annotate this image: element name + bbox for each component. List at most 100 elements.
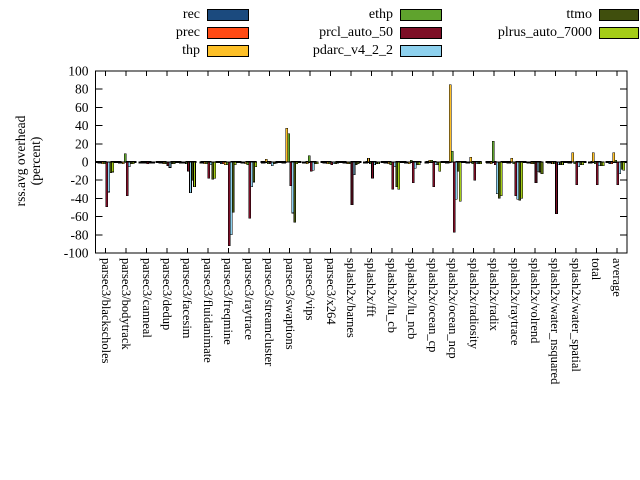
legend-swatch [207,27,249,39]
x-tick-label: parsec3/swaptions [282,258,297,350]
x-tick-label: parsec3/freqmine [221,258,236,345]
bar-ethp [246,161,250,166]
bar-prec [99,161,103,164]
x-tick-label: parsec3/bodytrack [119,258,134,350]
bar-pdarc_v4_2_2 [352,161,356,176]
bar-rec [158,161,162,164]
bar-plrus_auto_7000 [602,161,605,166]
bar-prcl_auto_50 [207,161,211,179]
bar-prcl_auto_50 [555,161,558,215]
legend-swatch [400,45,442,57]
bar-plrus_auto_7000 [193,161,196,187]
x-tick-label: splash2x/radiosity [466,258,481,349]
bar-ttmo [293,161,297,223]
bar-ttmo [211,161,215,180]
legend-label: pdarc_v4_2_2 [312,43,393,58]
bar-ethp [410,159,413,163]
bar-ethp [123,153,127,163]
bar-pdarc_v4_2_2 [127,161,131,167]
bar-prcl_auto_50 [350,161,354,206]
legend-entry-prec: prec [0,25,640,41]
bar-thp [612,152,616,163]
x-tick-label: parsec3/canneal [139,258,154,338]
bar-thp [101,161,105,165]
legend-entry-rec: rec [0,7,640,23]
x-tick-label: splash2x/fft [364,258,379,317]
bar-prec [467,161,470,164]
bar-rec [97,161,101,164]
bar-pdarc_v4_2_2 [414,161,417,169]
bar-prec [201,161,205,164]
bar-thp [367,158,370,163]
legend-entry-ttmo: ttmo [0,7,640,23]
bar-prec [610,161,614,165]
bar-ttmo [232,161,235,213]
bar-ethp [287,133,291,163]
legend-swatch [400,27,442,39]
bar-prcl_auto_50 [187,161,190,172]
x-tick-label: splash2x/ocean_ncp [446,258,461,359]
bar-prcl_auto_50 [146,161,149,165]
bar-prec [508,161,511,164]
bar-plrus_auto_7000 [377,161,380,165]
y-tick-label: 40 [75,118,89,133]
bar-thp [510,158,513,163]
x-tick-label: splash2x/lu_cb [384,258,399,333]
bar-rec [117,161,121,164]
y-tick-label: -100 [64,246,89,261]
bar-plrus_auto_7000 [356,161,360,165]
bar-plrus_auto_7000 [213,161,217,179]
bar-thp [264,158,268,163]
bar-ethp [491,140,495,163]
bar-plrus_auto_7000 [172,161,176,165]
legend-entry-pdarc_v4_2_2: pdarc_v4_2_2 [0,43,640,59]
bar-ethp [205,161,209,165]
x-tick-label: splash2x/barnes [344,258,359,338]
bar-ttmo [170,161,174,165]
bar-plrus_auto_7000 [438,161,442,172]
bar-plrus_auto_7000 [499,161,503,196]
bar-prcl_auto_50 [534,161,538,184]
bar-prcl_auto_50 [391,161,395,190]
legend-entry-thp: thp [0,43,640,59]
bar-rec [179,161,182,164]
legend-label: ttmo [566,7,592,22]
bar-pdarc_v4_2_2 [454,161,458,200]
bar-ttmo [150,161,153,164]
bar-thp [162,161,166,165]
bar-thp [142,161,145,164]
bar-prec [119,161,123,164]
legend-swatch [207,9,249,21]
x-tick-label: parsec3/streamcluster [262,258,277,367]
bar-thp [305,161,309,165]
bar-ttmo [129,161,133,165]
bar-prcl_auto_50 [228,161,231,247]
legend-entry-plrus_auto_7000: plrus_auto_7000 [0,25,640,41]
bar-thp [489,161,493,165]
legend-entry-ethp: ethp [0,7,640,23]
y-tick-label: 20 [75,136,89,151]
bar-pdarc_v4_2_2 [168,161,172,168]
bar-prcl_auto_50 [412,161,415,184]
x-tick-label: parsec3/blackscholes [98,258,113,364]
legend-label: plrus_auto_7000 [497,25,592,40]
x-tick-label: splash2x/water_spatial [568,258,583,372]
x-tick-label: parsec3/fluidanimate [200,258,215,363]
bar-pdarc_v4_2_2 [230,161,233,236]
legend-label: ethp [368,7,393,22]
bar-thp [121,161,125,165]
legend-label: prec [175,25,200,40]
bar-pdarc_v4_2_2 [189,161,192,194]
bar-pdarc_v4_2_2 [107,161,111,193]
bar-ethp [430,159,434,163]
bar-prec [446,161,450,164]
bar-plrus_auto_7000 [540,161,544,175]
bar-plrus_auto_7000 [479,161,482,165]
bar-ttmo [109,161,113,174]
x-tick-label: parsec3/raytrace [241,258,256,340]
bar-prec [222,161,225,165]
y-tick-label: 60 [75,100,89,115]
y-tick-label: -20 [71,173,89,188]
